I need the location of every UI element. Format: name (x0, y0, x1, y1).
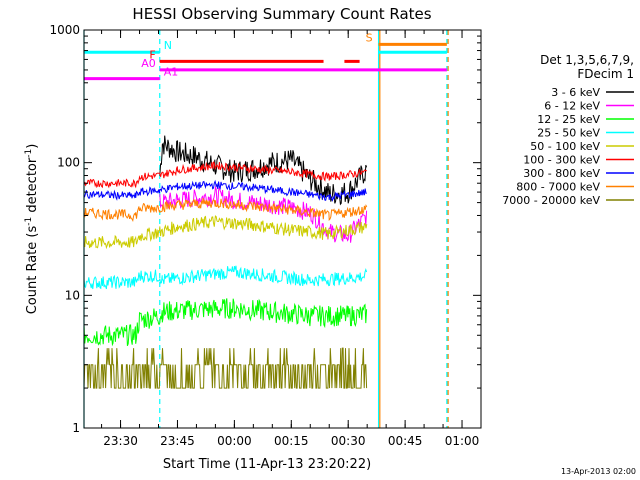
legend-entry-label: 12 - 25 keV (537, 113, 600, 126)
y-tick-label: 1 (72, 421, 80, 435)
y-label-part-2: detector (25, 157, 40, 217)
y-axis-label: Count Rate (s-1 detector-1) (24, 144, 40, 315)
flag-label-f: F (149, 48, 155, 61)
legend-entry-label: 7000 - 20000 keV (502, 194, 600, 207)
x-tick-label: 00:45 (388, 434, 423, 448)
x-tick-label: 00:15 (274, 434, 309, 448)
y-label-sup-2: -1 (24, 149, 34, 158)
legend-entry-label: 25 - 50 keV (537, 127, 600, 140)
flag-label-n: N (164, 39, 172, 52)
y-label-part-3: ) (25, 144, 40, 149)
legend-title-line-2: FDecim 1 (577, 67, 634, 81)
legend-entry-label: 100 - 300 keV (523, 154, 600, 167)
y-label-sup-1: -1 (24, 217, 34, 226)
series-line-1 (159, 135, 368, 206)
x-axis-label: Start Time (11-Apr-13 23:20:22) (163, 457, 371, 472)
series-line-6 (83, 161, 368, 189)
legend-entry-label: 800 - 7000 keV (516, 181, 600, 194)
y-tick-label: 10 (65, 288, 80, 302)
footer-date: 13-Apr-2013 02:00 (561, 467, 636, 476)
series-line-7 (83, 179, 367, 202)
plot-frame (83, 29, 482, 429)
x-tick-label: 00:30 (331, 434, 366, 448)
y-label-part-1: Count Rate (s (25, 226, 40, 315)
y-tick-label: 1000 (49, 23, 80, 37)
flag-label-a0: A0 (141, 57, 156, 70)
series-group (83, 135, 368, 389)
axes-group: 1 10 100 1000 23:30 23:45 00:00 00:15 00:30 00:45… (49, 23, 482, 448)
flag-label-s: S (366, 31, 373, 44)
series-line-8 (83, 198, 368, 223)
legend-title-line-1: Det 1,3,5,6,7,9, (540, 53, 634, 67)
series-line-9 (83, 347, 368, 389)
chart-title: HESSI Observing Summary Count Rates (132, 5, 431, 23)
x-tick-label: 23:30 (103, 434, 138, 448)
x-tick-label: 23:45 (160, 434, 195, 448)
legend-entry-label: 6 - 12 keV (544, 100, 600, 113)
series-line-5 (83, 215, 368, 250)
series-line-4 (83, 265, 368, 290)
flag-label-a1: A1 (164, 66, 179, 79)
legend-entry-label: 50 - 100 keV (530, 140, 600, 153)
x-tick-label: 00:00 (217, 434, 252, 448)
x-tick-label: 01:00 (445, 434, 480, 448)
legend-entry-label: 3 - 6 keV (551, 86, 600, 99)
y-tick-label: 100 (57, 156, 80, 170)
series-line-3 (83, 298, 368, 347)
legend-entry-label: 300 - 800 keV (523, 167, 600, 180)
